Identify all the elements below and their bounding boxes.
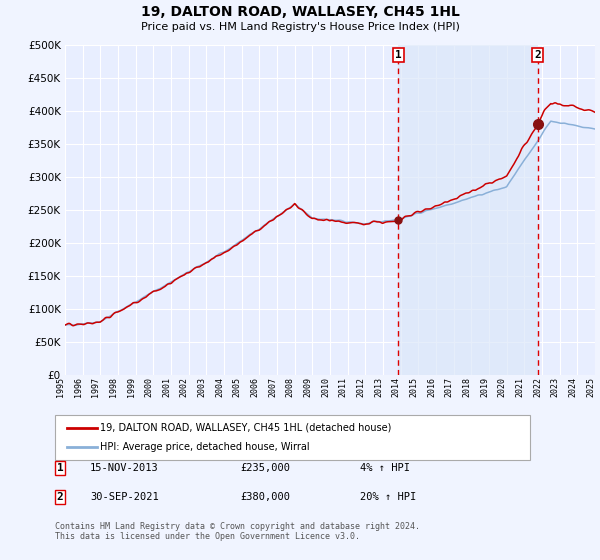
Text: 2013: 2013 [374, 377, 383, 397]
Text: 2018: 2018 [463, 377, 472, 397]
Text: 2002: 2002 [179, 377, 188, 397]
Text: 2015: 2015 [409, 377, 418, 397]
Text: 2001: 2001 [162, 377, 171, 397]
Text: 2006: 2006 [250, 377, 259, 397]
Text: 2022: 2022 [533, 377, 542, 397]
Text: 2000: 2000 [145, 377, 154, 397]
Text: Price paid vs. HM Land Registry's House Price Index (HPI): Price paid vs. HM Land Registry's House … [140, 22, 460, 32]
Text: 1995: 1995 [56, 377, 65, 397]
Text: 2007: 2007 [268, 377, 277, 397]
Text: 2024: 2024 [568, 377, 577, 397]
Text: 1: 1 [56, 463, 64, 473]
Text: 19, DALTON ROAD, WALLASEY, CH45 1HL: 19, DALTON ROAD, WALLASEY, CH45 1HL [140, 5, 460, 19]
Text: 2004: 2004 [215, 377, 224, 397]
Text: 4% ↑ HPI: 4% ↑ HPI [360, 463, 410, 473]
Text: 2017: 2017 [445, 377, 454, 397]
Text: £235,000: £235,000 [240, 463, 290, 473]
Text: 2020: 2020 [497, 377, 506, 397]
Text: 20% ↑ HPI: 20% ↑ HPI [360, 492, 416, 502]
Text: 2016: 2016 [427, 377, 436, 397]
Text: 19, DALTON ROAD, WALLASEY, CH45 1HL (detached house): 19, DALTON ROAD, WALLASEY, CH45 1HL (det… [100, 423, 391, 432]
Text: 1996: 1996 [74, 377, 83, 397]
Text: 1997: 1997 [91, 377, 100, 397]
Text: 2: 2 [56, 492, 64, 502]
Text: 2019: 2019 [480, 377, 489, 397]
Bar [398, 45, 538, 375]
Text: 30-SEP-2021: 30-SEP-2021 [90, 492, 159, 502]
Text: 2005: 2005 [233, 377, 242, 397]
Text: 2014: 2014 [392, 377, 401, 397]
Text: 2023: 2023 [551, 377, 560, 397]
Text: 15-NOV-2013: 15-NOV-2013 [90, 463, 159, 473]
Text: 2010: 2010 [321, 377, 330, 397]
Text: 2: 2 [534, 50, 541, 60]
Text: 2011: 2011 [338, 377, 347, 397]
Text: 1999: 1999 [127, 377, 136, 397]
Text: 1998: 1998 [109, 377, 118, 397]
Text: 1: 1 [395, 50, 402, 60]
Text: HPI: Average price, detached house, Wirral: HPI: Average price, detached house, Wirr… [100, 442, 310, 452]
Text: 2008: 2008 [286, 377, 295, 397]
Text: 2009: 2009 [304, 377, 313, 397]
Text: 2021: 2021 [515, 377, 524, 397]
Text: 2003: 2003 [197, 377, 206, 397]
Text: 2012: 2012 [356, 377, 365, 397]
Text: 2025: 2025 [586, 377, 595, 397]
Text: £380,000: £380,000 [240, 492, 290, 502]
Text: Contains HM Land Registry data © Crown copyright and database right 2024.
This d: Contains HM Land Registry data © Crown c… [55, 522, 420, 542]
